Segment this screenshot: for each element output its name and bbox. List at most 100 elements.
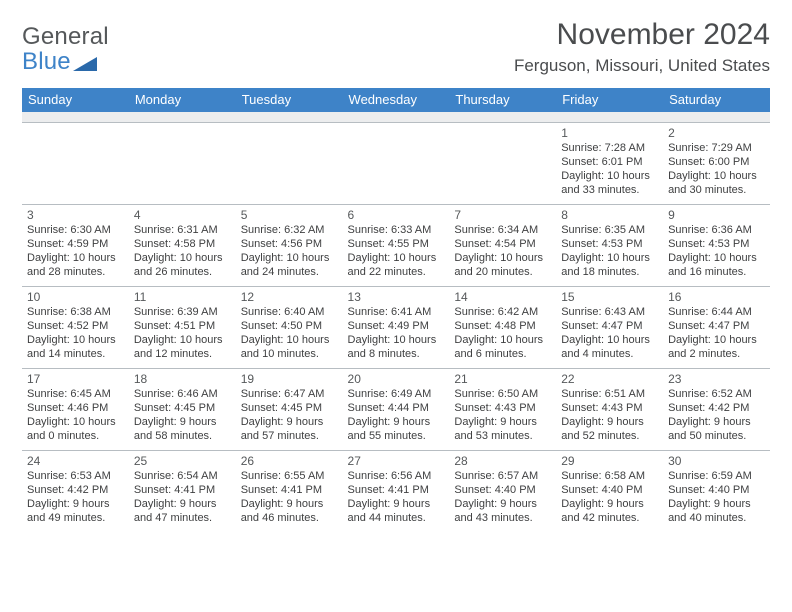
- day-number: 30: [668, 454, 765, 468]
- daylight-line-1: Daylight: 9 hours: [241, 415, 338, 429]
- daylight-line-1: Daylight: 10 hours: [27, 251, 124, 265]
- day-cell: 16Sunrise: 6:44 AMSunset: 4:47 PMDayligh…: [663, 286, 770, 368]
- daylight-line-1: Daylight: 10 hours: [241, 251, 338, 265]
- sunset-line: Sunset: 4:43 PM: [454, 401, 551, 415]
- sunrise-line: Sunrise: 6:45 AM: [27, 387, 124, 401]
- logo-line1: General: [22, 24, 109, 49]
- header: General Blue November 2024 Ferguson, Mis…: [22, 18, 770, 78]
- empty-day: [22, 122, 129, 204]
- title-block: November 2024 Ferguson, Missouri, United…: [514, 18, 770, 76]
- sunrise-line: Sunrise: 7:28 AM: [561, 141, 658, 155]
- daylight-line-2: and 24 minutes.: [241, 265, 338, 279]
- sunset-line: Sunset: 4:41 PM: [241, 483, 338, 497]
- daylight-line-2: and 43 minutes.: [454, 511, 551, 525]
- daylight-line-1: Daylight: 10 hours: [134, 251, 231, 265]
- sunrise-line: Sunrise: 6:32 AM: [241, 223, 338, 237]
- day-cell: 22Sunrise: 6:51 AMSunset: 4:43 PMDayligh…: [556, 368, 663, 450]
- sunset-line: Sunset: 4:44 PM: [348, 401, 445, 415]
- daylight-line-1: Daylight: 10 hours: [27, 333, 124, 347]
- sunrise-line: Sunrise: 6:39 AM: [134, 305, 231, 319]
- day-number: 2: [668, 126, 765, 140]
- sunset-line: Sunset: 4:53 PM: [668, 237, 765, 251]
- day-number: 19: [241, 372, 338, 386]
- daylight-line-2: and 46 minutes.: [241, 511, 338, 525]
- day-number: 4: [134, 208, 231, 222]
- daylight-line-1: Daylight: 10 hours: [668, 169, 765, 183]
- sunset-line: Sunset: 6:01 PM: [561, 155, 658, 169]
- day-number: 6: [348, 208, 445, 222]
- daylight-line-2: and 50 minutes.: [668, 429, 765, 443]
- day-cell: 10Sunrise: 6:38 AMSunset: 4:52 PMDayligh…: [22, 286, 129, 368]
- day-header: Monday: [129, 88, 236, 112]
- daylight-line-2: and 22 minutes.: [348, 265, 445, 279]
- day-cell: 17Sunrise: 6:45 AMSunset: 4:46 PMDayligh…: [22, 368, 129, 450]
- day-cell: 8Sunrise: 6:35 AMSunset: 4:53 PMDaylight…: [556, 204, 663, 286]
- daylight-line-2: and 44 minutes.: [348, 511, 445, 525]
- daylight-line-2: and 4 minutes.: [561, 347, 658, 361]
- sunrise-line: Sunrise: 6:50 AM: [454, 387, 551, 401]
- daylight-line-2: and 16 minutes.: [668, 265, 765, 279]
- empty-day: [343, 122, 450, 204]
- sunrise-line: Sunrise: 6:34 AM: [454, 223, 551, 237]
- day-number: 12: [241, 290, 338, 304]
- day-number: 27: [348, 454, 445, 468]
- day-number: 15: [561, 290, 658, 304]
- sunrise-line: Sunrise: 6:36 AM: [668, 223, 765, 237]
- day-cell: 13Sunrise: 6:41 AMSunset: 4:49 PMDayligh…: [343, 286, 450, 368]
- day-number: 9: [668, 208, 765, 222]
- daylight-line-2: and 12 minutes.: [134, 347, 231, 361]
- sunrise-line: Sunrise: 6:46 AM: [134, 387, 231, 401]
- daylight-line-1: Daylight: 10 hours: [241, 333, 338, 347]
- sunrise-line: Sunrise: 7:29 AM: [668, 141, 765, 155]
- logo-text: General Blue: [22, 24, 109, 78]
- sunset-line: Sunset: 4:56 PM: [241, 237, 338, 251]
- day-cell: 5Sunrise: 6:32 AMSunset: 4:56 PMDaylight…: [236, 204, 343, 286]
- daylight-line-2: and 0 minutes.: [27, 429, 124, 443]
- sunset-line: Sunset: 4:48 PM: [454, 319, 551, 333]
- daylight-line-2: and 6 minutes.: [454, 347, 551, 361]
- day-number: 16: [668, 290, 765, 304]
- sunset-line: Sunset: 4:40 PM: [454, 483, 551, 497]
- daylight-line-2: and 55 minutes.: [348, 429, 445, 443]
- sunset-line: Sunset: 4:58 PM: [134, 237, 231, 251]
- sunset-line: Sunset: 4:45 PM: [134, 401, 231, 415]
- logo-line2: Blue: [22, 49, 109, 78]
- daylight-line-1: Daylight: 9 hours: [454, 497, 551, 511]
- daylight-line-1: Daylight: 10 hours: [454, 251, 551, 265]
- day-cell: 24Sunrise: 6:53 AMSunset: 4:42 PMDayligh…: [22, 450, 129, 532]
- sunrise-line: Sunrise: 6:44 AM: [668, 305, 765, 319]
- day-number: 5: [241, 208, 338, 222]
- sunset-line: Sunset: 4:54 PM: [454, 237, 551, 251]
- sunrise-line: Sunrise: 6:49 AM: [348, 387, 445, 401]
- day-cell: 21Sunrise: 6:50 AMSunset: 4:43 PMDayligh…: [449, 368, 556, 450]
- daylight-line-1: Daylight: 10 hours: [27, 415, 124, 429]
- empty-day: [129, 122, 236, 204]
- day-cell: 28Sunrise: 6:57 AMSunset: 4:40 PMDayligh…: [449, 450, 556, 532]
- daylight-line-1: Daylight: 9 hours: [668, 497, 765, 511]
- sunset-line: Sunset: 4:40 PM: [561, 483, 658, 497]
- day-cell: 1Sunrise: 7:28 AMSunset: 6:01 PMDaylight…: [556, 122, 663, 204]
- sunset-line: Sunset: 4:47 PM: [561, 319, 658, 333]
- sunset-line: Sunset: 4:42 PM: [668, 401, 765, 415]
- day-number: 22: [561, 372, 658, 386]
- daylight-line-2: and 14 minutes.: [27, 347, 124, 361]
- daylight-line-2: and 42 minutes.: [561, 511, 658, 525]
- daylight-line-1: Daylight: 9 hours: [348, 497, 445, 511]
- day-cell: 14Sunrise: 6:42 AMSunset: 4:48 PMDayligh…: [449, 286, 556, 368]
- daylight-line-2: and 57 minutes.: [241, 429, 338, 443]
- sunrise-line: Sunrise: 6:52 AM: [668, 387, 765, 401]
- daylight-line-2: and 20 minutes.: [454, 265, 551, 279]
- day-cell: 20Sunrise: 6:49 AMSunset: 4:44 PMDayligh…: [343, 368, 450, 450]
- daylight-line-2: and 53 minutes.: [454, 429, 551, 443]
- day-number: 1: [561, 126, 658, 140]
- day-number: 18: [134, 372, 231, 386]
- calendar-page: General Blue November 2024 Ferguson, Mis…: [0, 0, 792, 532]
- week-row: 10Sunrise: 6:38 AMSunset: 4:52 PMDayligh…: [22, 286, 770, 368]
- sunrise-line: Sunrise: 6:41 AM: [348, 305, 445, 319]
- sunset-line: Sunset: 4:52 PM: [27, 319, 124, 333]
- day-cell: 2Sunrise: 7:29 AMSunset: 6:00 PMDaylight…: [663, 122, 770, 204]
- day-number: 17: [27, 372, 124, 386]
- sunrise-line: Sunrise: 6:54 AM: [134, 469, 231, 483]
- day-number: 28: [454, 454, 551, 468]
- daylight-line-1: Daylight: 9 hours: [561, 497, 658, 511]
